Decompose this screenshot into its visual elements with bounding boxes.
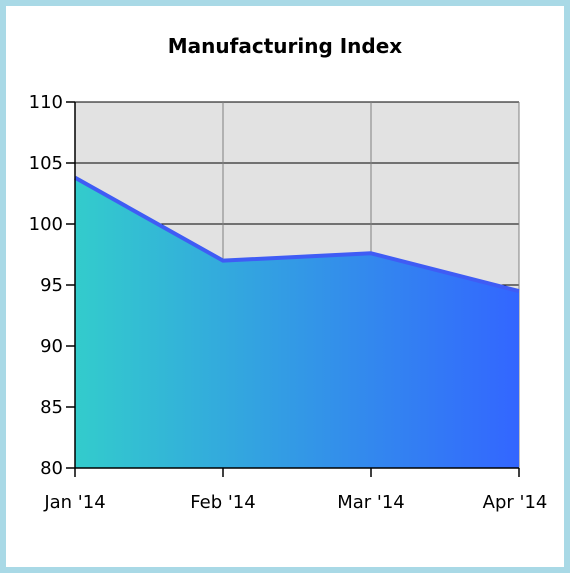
- y-tick-label: 95: [40, 275, 63, 296]
- chart-title: Manufacturing Index: [167, 34, 403, 58]
- area-fill: [75, 177, 519, 468]
- y-tick-label: 105: [29, 153, 63, 174]
- x-tick-label: Jan '14: [43, 492, 105, 513]
- y-tick-label: 85: [40, 397, 63, 418]
- y-tick-label: 80: [40, 458, 63, 479]
- y-axis-ticks: 80 85 90 95 100 105 110: [29, 92, 75, 479]
- x-tick-label: Feb '14: [190, 492, 255, 513]
- x-tick-label: Mar '14: [337, 492, 405, 513]
- x-tick-label: Apr '14: [483, 492, 548, 513]
- series-line: [74, 175, 520, 294]
- y-tick-label: 100: [29, 214, 63, 235]
- y-tick-label: 110: [29, 92, 63, 113]
- y-tick-label: 90: [40, 336, 63, 357]
- x-axis-ticks: Jan '14 Feb '14 Mar '14 Apr '14: [43, 468, 547, 513]
